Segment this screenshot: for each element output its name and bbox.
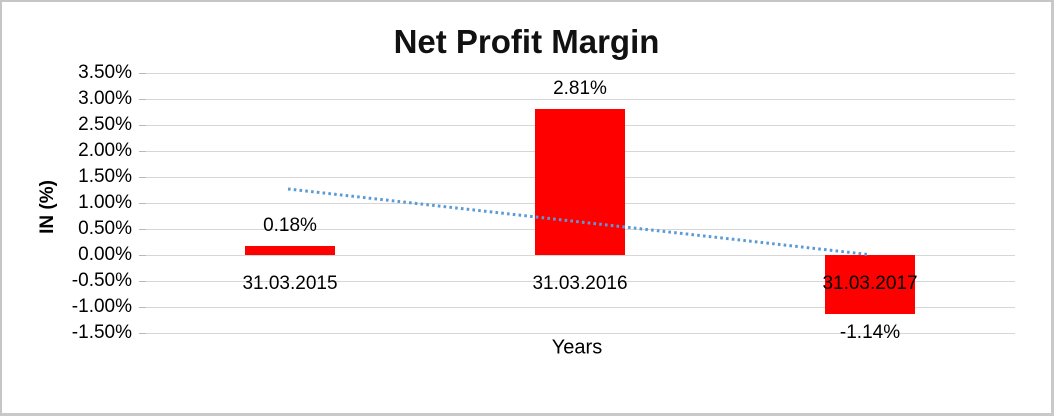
y-axis-tick-mark	[139, 228, 146, 230]
y-axis-tick-mark	[139, 98, 146, 100]
data-label: 2.81%	[553, 77, 607, 99]
bar-31.03.2016	[535, 108, 625, 255]
y-axis-tick-label: 3.00%	[78, 88, 132, 109]
y-axis-tick-label: 0.00%	[78, 244, 132, 265]
y-axis-tick-label: 1.50%	[78, 166, 132, 187]
gridline	[145, 98, 1015, 100]
bar-31.03.2017	[825, 255, 915, 315]
y-axis-tick-mark	[139, 306, 146, 308]
y-axis-tick-mark	[139, 72, 146, 74]
y-axis-tick-mark	[139, 150, 146, 152]
gridline	[145, 280, 1015, 282]
gridline	[145, 254, 1015, 256]
chart-title: Net Profit Margin	[393, 23, 660, 60]
x-category-label: 31.03.2015	[242, 273, 338, 294]
y-axis-tick-label: 2.00%	[78, 140, 132, 161]
y-axis-tick-label: -1.50%	[71, 322, 132, 343]
y-axis-tick-label: 3.50%	[78, 62, 132, 83]
data-label: 0.18%	[263, 214, 317, 236]
x-category-label: 31.03.2017	[822, 273, 918, 294]
gridline	[145, 332, 1015, 334]
y-axis-tick-mark	[139, 176, 146, 178]
y-axis-tick-mark	[139, 280, 146, 282]
data-label: -1.14%	[839, 322, 901, 344]
y-axis-tick-mark	[139, 332, 146, 334]
y-axis-tick-mark	[139, 124, 146, 126]
y-axis-tick-label: 1.00%	[78, 192, 132, 213]
x-axis-title: Years	[551, 336, 603, 359]
bar-31.03.2015	[245, 245, 335, 255]
gridline	[145, 306, 1015, 308]
y-axis-tick-mark	[139, 254, 146, 256]
x-category-label: 31.03.2016	[532, 273, 628, 294]
gridline	[145, 72, 1015, 74]
y-axis-tick-label: -0.50%	[71, 270, 132, 291]
y-axis-tick-label: 0.50%	[78, 218, 132, 239]
y-axis-tick-mark	[139, 202, 146, 204]
y-axis-tick-label: 2.50%	[78, 114, 132, 135]
y-axis-tick-label: -1.00%	[71, 296, 132, 317]
